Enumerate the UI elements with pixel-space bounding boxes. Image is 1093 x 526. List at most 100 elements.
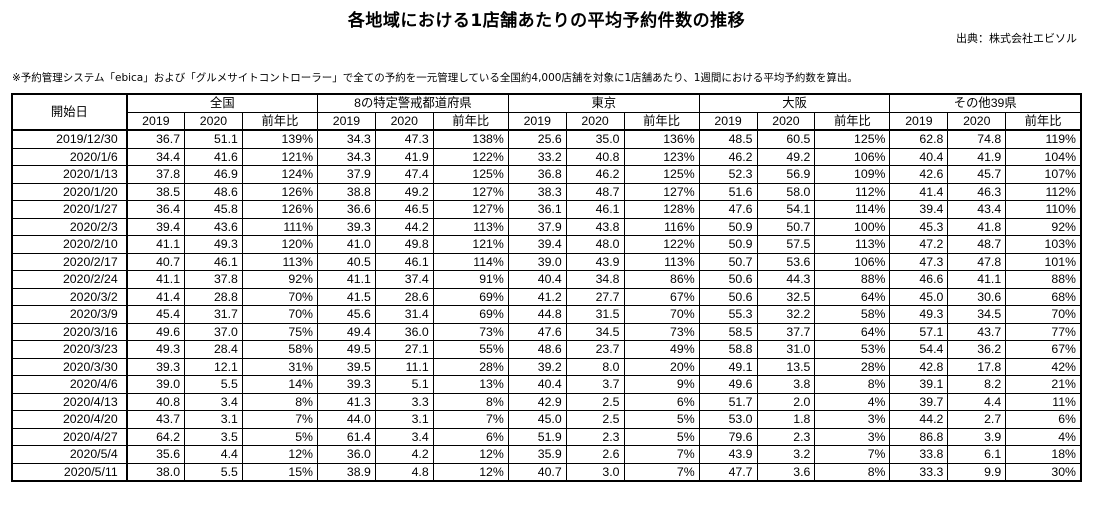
value-cell: 47.3	[374, 129, 434, 149]
value-cell: 52.3	[698, 165, 758, 184]
value-cell: 36.8	[507, 165, 567, 184]
value-cell: 46.6	[889, 270, 949, 289]
value-cell: 9.9	[947, 462, 1007, 482]
value-cell: 92%	[241, 270, 319, 289]
value-cell: 43.7	[126, 410, 186, 429]
value-cell: 4%	[814, 392, 891, 411]
value-cell: 122%	[432, 147, 509, 166]
value-cell: 3.4	[184, 392, 243, 411]
value-cell: 123%	[623, 147, 700, 166]
subheader-cell: 2019	[889, 111, 949, 131]
row-date-cell: 2020/1/20	[11, 182, 128, 201]
value-cell: 38.5	[126, 182, 186, 201]
value-cell: 48.7	[947, 235, 1007, 254]
value-cell: 70%	[623, 305, 700, 324]
value-cell: 116%	[623, 217, 700, 236]
value-cell: 41.8	[947, 217, 1007, 236]
value-cell: 47.6	[507, 322, 567, 341]
value-cell: 49.3	[184, 235, 243, 254]
value-cell: 55.3	[698, 305, 758, 324]
value-cell: 3.7	[565, 375, 625, 394]
table-row: 2020/5/11 38.0 5.5 15% 38.9 4.8 12% 40.7 3.0 7% 47…	[11, 462, 1082, 482]
subheader-cell: 2020	[184, 111, 243, 131]
value-cell: 39.7	[889, 392, 949, 411]
value-cell: 39.4	[507, 235, 567, 254]
value-cell: 36.4	[126, 200, 186, 219]
value-cell: 7%	[623, 445, 700, 464]
value-cell: 37.8	[126, 165, 186, 184]
value-cell: 8%	[814, 375, 891, 394]
value-cell: 126%	[241, 200, 319, 219]
table-row: 2020/3/30 39.3 12.1 31% 39.5 11.1 28% 39.2 8.0 20…	[11, 357, 1082, 376]
value-cell: 120%	[241, 235, 319, 254]
value-cell: 49.2	[374, 182, 434, 201]
row-date-cell: 2020/2/17	[11, 252, 128, 271]
value-cell: 114%	[432, 252, 509, 271]
value-cell: 67%	[623, 287, 700, 306]
value-cell: 73%	[432, 322, 509, 341]
value-cell: 88%	[814, 270, 891, 289]
table-row: 2020/3/2 41.4 28.8 70% 41.5 28.6 69% 41.2 27.7 67…	[11, 287, 1082, 306]
value-cell: 31.5	[565, 305, 625, 324]
value-cell: 56.9	[756, 165, 816, 184]
row-date-cell: 2020/4/27	[11, 427, 128, 446]
value-cell: 27.1	[374, 340, 434, 359]
value-cell: 104%	[1005, 147, 1082, 166]
value-cell: 36.7	[126, 129, 186, 149]
subheader-cell: 前年比	[1005, 111, 1082, 131]
value-cell: 41.1	[126, 270, 186, 289]
value-cell: 48.6	[507, 340, 567, 359]
value-cell: 31.0	[756, 340, 816, 359]
value-cell: 41.5	[317, 287, 376, 306]
subheader-cell: 2020	[565, 111, 625, 131]
subheader-cell: 2020	[756, 111, 816, 131]
value-cell: 50.7	[756, 217, 816, 236]
value-cell: 50.6	[698, 287, 758, 306]
value-cell: 40.8	[126, 392, 186, 411]
value-cell: 50.9	[698, 217, 758, 236]
value-cell: 34.8	[565, 270, 625, 289]
value-cell: 39.1	[889, 375, 949, 394]
value-cell: 49.3	[126, 340, 186, 359]
value-cell: 136%	[623, 129, 700, 149]
value-cell: 54.1	[756, 200, 816, 219]
value-cell: 38.3	[507, 182, 567, 201]
value-cell: 47.7	[698, 462, 758, 482]
value-cell: 45.6	[317, 305, 376, 324]
page-title: 各地域における1店舗あたりの平均予約件数の推移	[347, 11, 746, 31]
table-body: 2019/12/30 36.7 51.1 139% 34.3 47.3 138% 25.6 35…	[11, 129, 1082, 482]
subheader-cell: 2019	[126, 111, 186, 131]
row-date-cell: 2020/3/30	[11, 357, 128, 376]
value-cell: 3.0	[565, 462, 625, 482]
value-cell: 40.4	[507, 375, 567, 394]
value-cell: 46.2	[565, 165, 625, 184]
value-cell: 103%	[1005, 235, 1082, 254]
source-credit: 出典：株式会社エビソル	[956, 32, 1077, 45]
value-cell: 25.6	[507, 129, 567, 149]
row-date-cell: 2020/3/23	[11, 340, 128, 359]
value-cell: 49.6	[126, 322, 186, 341]
row-date-cell: 2020/2/3	[11, 217, 128, 236]
value-cell: 64.2	[126, 427, 186, 446]
value-cell: 70%	[241, 287, 319, 306]
value-cell: 40.5	[317, 252, 376, 271]
value-cell: 79.6	[698, 427, 758, 446]
value-cell: 70%	[1005, 305, 1082, 324]
group-header: その他39県	[889, 93, 1082, 113]
value-cell: 3.4	[374, 427, 434, 446]
value-cell: 125%	[814, 129, 891, 149]
value-cell: 2.3	[756, 427, 816, 446]
value-cell: 50.6	[698, 270, 758, 289]
value-cell: 110%	[1005, 200, 1082, 219]
value-cell: 4.8	[374, 462, 434, 482]
value-cell: 45.0	[889, 287, 949, 306]
group-header: 大阪	[698, 93, 891, 113]
value-cell: 8%	[432, 392, 509, 411]
value-cell: 75%	[241, 322, 319, 341]
table-row: 2019/12/30 36.7 51.1 139% 34.3 47.3 138% 25.6 35…	[11, 129, 1082, 149]
value-cell: 46.1	[565, 200, 625, 219]
table-row: 2020/1/20 38.5 48.6 126% 38.8 49.2 127% 38.3 48.…	[11, 182, 1082, 201]
value-cell: 3%	[814, 427, 891, 446]
value-cell: 69%	[432, 287, 509, 306]
value-cell: 13.5	[756, 357, 816, 376]
